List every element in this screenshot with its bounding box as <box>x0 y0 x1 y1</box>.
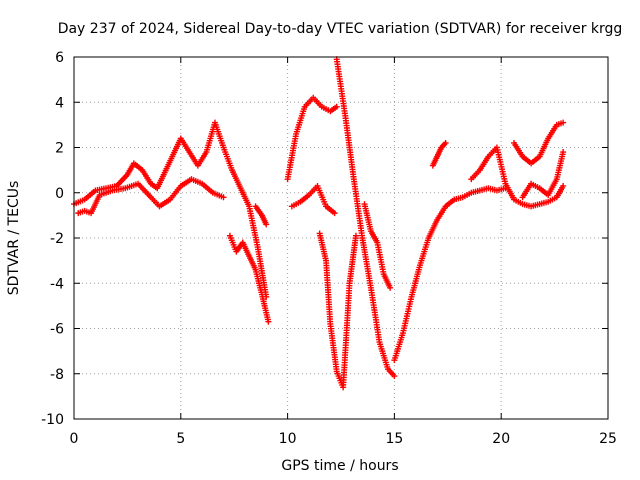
data-point-markers <box>226 232 272 325</box>
data-point-markers <box>284 94 340 183</box>
data-point-markers <box>468 144 567 210</box>
x-tick-label: 10 <box>279 431 297 447</box>
data-point-markers <box>252 203 270 228</box>
y-tick-label: 4 <box>55 95 64 111</box>
series-arc-low <box>75 176 227 217</box>
y-tick-label: -6 <box>50 322 64 338</box>
data-point-markers <box>71 119 270 300</box>
series-arc-13h <box>333 56 398 380</box>
x-tick-label: 0 <box>70 431 79 447</box>
y-tick-label: -8 <box>50 367 64 383</box>
data-point-markers <box>429 139 449 169</box>
x-tick-label: 5 <box>176 431 185 447</box>
grid <box>74 57 608 419</box>
y-tick-label: 6 <box>55 50 64 66</box>
y-tick-label: -10 <box>41 412 64 428</box>
series-arc-late <box>468 144 567 210</box>
series-arc-recovery <box>391 185 509 364</box>
y-axis-label: SDTVAR / TECUs <box>6 181 22 296</box>
series-arc-late-b <box>511 119 567 167</box>
data-points <box>71 56 567 391</box>
series-arc-mid-bump <box>252 203 270 228</box>
series-arc-drop-a <box>226 232 272 325</box>
data-point-markers <box>519 149 567 201</box>
y-tick-label: -2 <box>50 231 64 247</box>
series-arc-11h-b <box>288 182 338 217</box>
data-point-markers <box>316 230 359 391</box>
y-tick-label: 0 <box>55 186 64 202</box>
series-arc-late-high <box>429 139 449 169</box>
data-point-markers <box>288 182 338 217</box>
x-tick-label: 20 <box>492 431 510 447</box>
y-ticks: -10 -8 -6 -4 -2 0 2 4 6 <box>41 50 608 428</box>
y-tick-label: -4 <box>50 276 64 292</box>
y-tick-label: 2 <box>55 141 64 157</box>
x-tick-label: 15 <box>385 431 403 447</box>
series-arc-12h-drop <box>316 230 359 391</box>
series-arc-late-c <box>519 149 567 201</box>
series-arc-11h <box>284 94 340 183</box>
data-point-markers <box>361 201 394 291</box>
data-point-markers <box>333 56 398 380</box>
x-axis-label: GPS time / hours <box>281 458 398 474</box>
data-point-markers <box>75 176 227 217</box>
x-ticks: 0 5 10 15 20 25 <box>70 57 617 447</box>
data-point-markers <box>511 119 567 167</box>
x-tick-label: 25 <box>599 431 617 447</box>
series-arc-main <box>71 119 270 300</box>
chart-title: Day 237 of 2024, Sidereal Day-to-day VTE… <box>58 21 623 37</box>
series-arc-14h <box>361 201 394 291</box>
data-point-markers <box>391 185 509 364</box>
